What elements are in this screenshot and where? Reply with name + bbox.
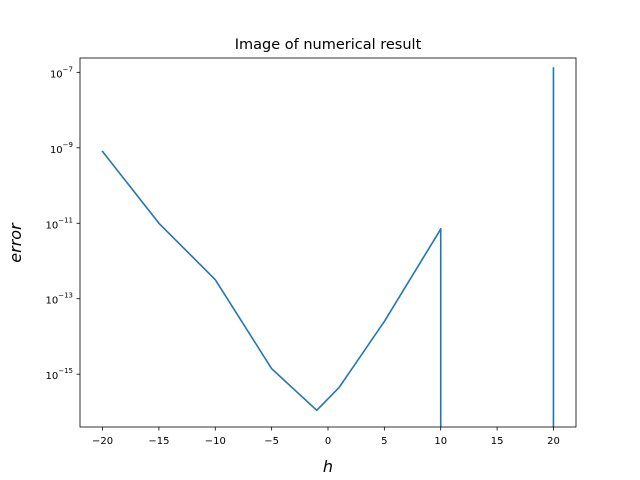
y-tick-label: 10−13 [45, 292, 73, 307]
chart-title: Image of numerical result [235, 37, 422, 53]
x-tick-label: −15 [148, 436, 169, 447]
plot-area [79, 57, 577, 428]
x-tick-label: 10 [434, 436, 447, 447]
x-tick-label: −10 [205, 436, 226, 447]
axes-frame [79, 57, 577, 428]
x-tick-label: 0 [325, 436, 331, 447]
y-axis-label: error [6, 222, 25, 263]
x-tick-label: 20 [547, 436, 560, 447]
x-tick-label: 15 [491, 436, 504, 447]
x-tick-label: −20 [92, 436, 113, 447]
series-line-segment-1 [101, 150, 442, 412]
y-tick-label: 10−11 [45, 216, 73, 231]
x-tick-label: 5 [381, 436, 387, 447]
x-tick-label: −5 [264, 436, 279, 447]
y-tick-label: 10−9 [50, 141, 73, 156]
y-tick-label: 10−15 [45, 367, 73, 382]
series-layer [101, 67, 555, 427]
y-axis-ticks: 10−7 10−9 10−11 10−13 10−15 [45, 65, 80, 382]
x-axis-ticks: −20 −15 −10 −5 0 5 10 15 20 [92, 427, 560, 447]
y-tick-label: 10−7 [50, 65, 73, 80]
x-axis-label: h [323, 457, 333, 476]
